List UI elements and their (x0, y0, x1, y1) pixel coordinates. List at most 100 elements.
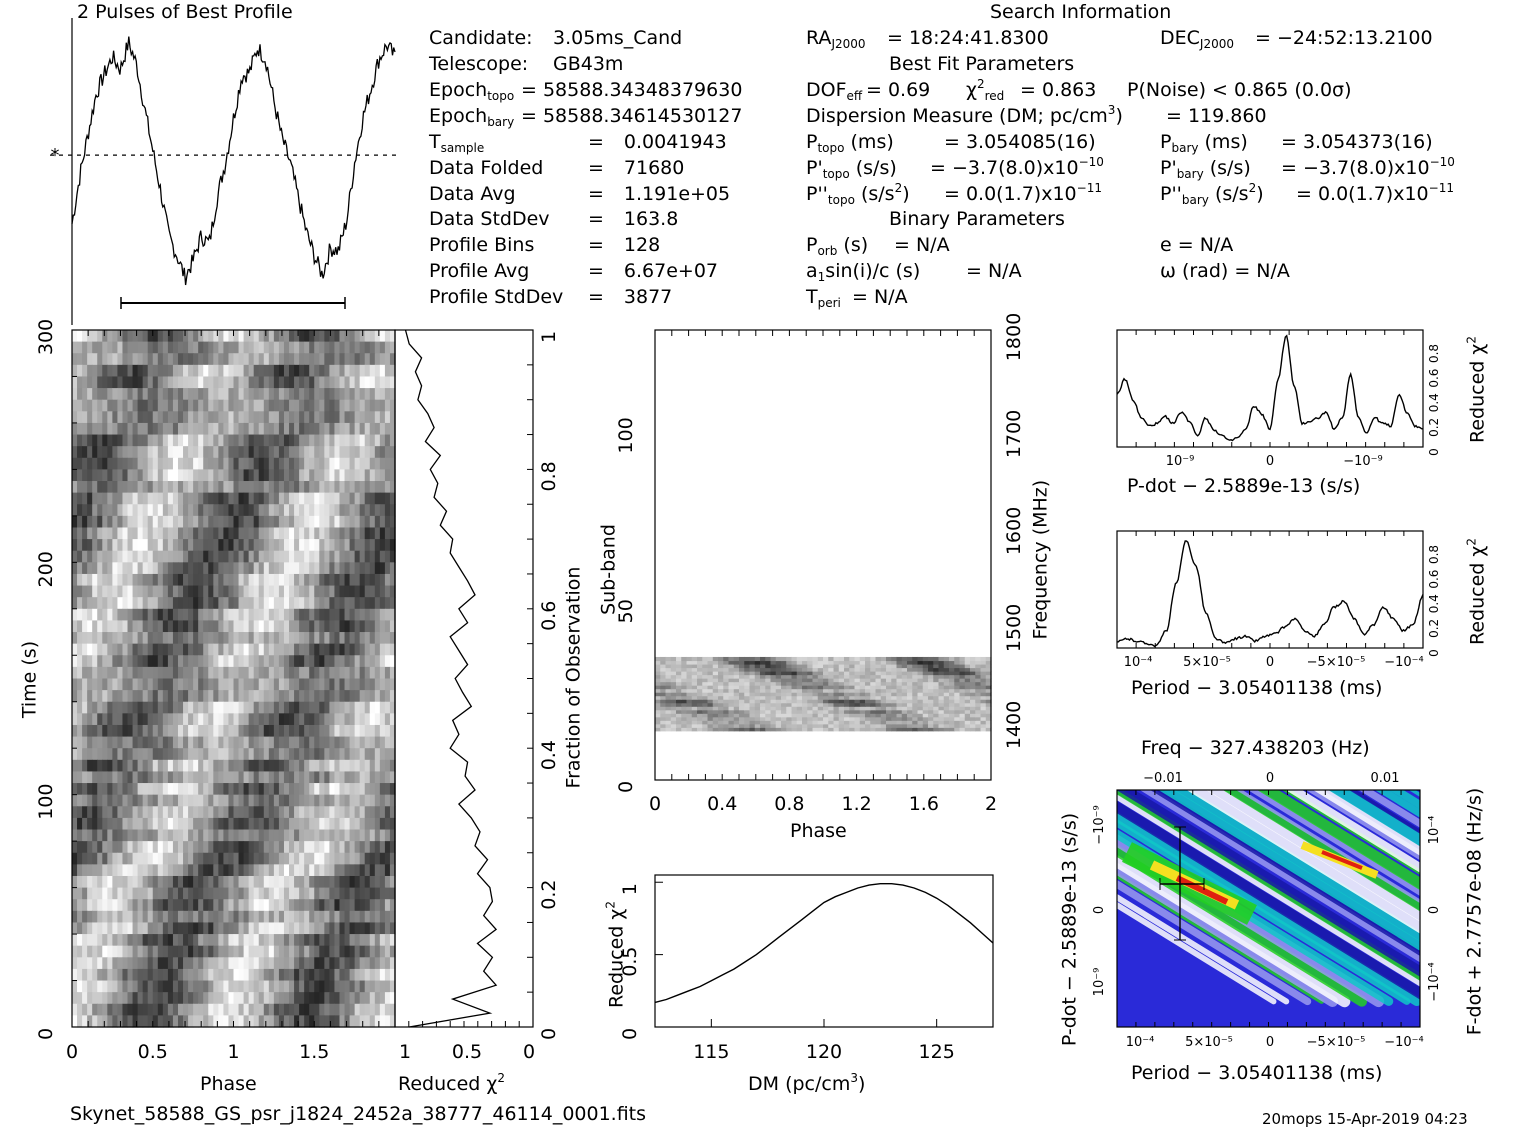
heat-cell (268, 736, 275, 749)
subband-cell (922, 716, 929, 721)
heat-cell (188, 922, 194, 935)
subband-cell (970, 685, 976, 690)
heat-cell (77, 922, 83, 935)
heat-cell (188, 724, 194, 738)
subband-cell (912, 709, 919, 714)
heat-cell (319, 899, 325, 912)
heat-cell (147, 330, 154, 343)
subband-cell (917, 695, 924, 700)
heat-cell (112, 492, 119, 505)
heat-cell (142, 829, 149, 842)
heat-cell (107, 934, 113, 947)
heat-cell (354, 910, 361, 924)
heat-cell (349, 632, 356, 645)
subband-cell (660, 720, 667, 725)
heat-cell (263, 469, 270, 482)
heat-cell (289, 957, 295, 970)
subband-cell (959, 716, 966, 721)
heat-cell (344, 608, 351, 622)
subband-cell (791, 678, 798, 683)
heat-cell (334, 515, 341, 529)
subband-cell (791, 716, 798, 721)
heat-cell (309, 457, 315, 470)
heat-cell (188, 852, 194, 865)
subband-cell (791, 685, 798, 690)
heat-cell (329, 655, 336, 668)
heat-cell (218, 539, 225, 552)
heat-cell (107, 655, 113, 668)
pbary-value: = 3.054373(16) (1281, 131, 1433, 153)
heat-cell (132, 469, 139, 482)
heat-cell (203, 701, 209, 714)
heat-cell (147, 550, 154, 563)
heat-cell (228, 806, 235, 819)
heat-cell (147, 1003, 154, 1016)
heat-cell (273, 771, 280, 784)
heat-cell (248, 608, 255, 622)
heat-cell (329, 364, 336, 378)
heat-cell (324, 434, 330, 447)
subband-cell (660, 688, 667, 693)
heat-cell (188, 341, 194, 354)
heat-cell (218, 353, 225, 366)
heat-cell (127, 713, 134, 726)
heat-cell (309, 481, 315, 494)
subband-cell (712, 688, 719, 693)
heat-cell (157, 934, 164, 947)
subband-cell (739, 727, 745, 732)
subband-cell (770, 723, 777, 728)
heat-cell (72, 608, 78, 622)
heat-cell (359, 736, 366, 749)
heat-cell (233, 748, 240, 761)
heat-cell (339, 992, 346, 1005)
heat-cell (364, 980, 371, 993)
heat-cell (198, 980, 204, 993)
heat-cell (193, 446, 199, 459)
heat-cell (157, 341, 164, 354)
heat-cell (87, 457, 93, 470)
heat-cell (198, 666, 204, 680)
subband-cell (739, 681, 745, 686)
time-phase-y-tick: 0 (35, 1028, 57, 1040)
subband-cell (681, 692, 688, 697)
subband-cell (723, 702, 730, 707)
subband-cell (964, 685, 971, 690)
heat-cell (248, 980, 255, 993)
heat-cell (102, 910, 108, 924)
heat-cell (319, 585, 325, 598)
heat-cell (142, 608, 149, 622)
heat-cell (238, 492, 245, 505)
heat-cell (233, 434, 240, 447)
heat-cell (228, 1015, 235, 1028)
heat-cell (314, 957, 320, 970)
heat-cell (137, 852, 144, 865)
heat-cell (213, 562, 219, 575)
subband-cell (828, 723, 835, 728)
subband-cell (880, 727, 887, 732)
heat-cell (97, 783, 103, 796)
subband-cell (749, 678, 756, 683)
heat-cell (263, 794, 270, 807)
subband-cell (770, 692, 777, 697)
heat-cell (218, 562, 225, 575)
heat-cell (218, 783, 225, 796)
heat-cell (369, 771, 376, 784)
heat-cell (172, 562, 179, 575)
subband-cell (854, 727, 861, 732)
heat-cell (198, 562, 204, 575)
subband-cell (844, 688, 850, 693)
heat-cell (334, 434, 341, 447)
heat-cell (157, 422, 164, 436)
heat-cell (278, 585, 285, 598)
subband-cell (728, 674, 735, 679)
subband-cell (775, 695, 782, 700)
subband-cell (980, 709, 987, 714)
heat-cell (349, 910, 356, 924)
heat-cell (334, 527, 341, 540)
heat-cell (324, 527, 330, 540)
heat-cell (278, 481, 285, 494)
heat-cell (112, 388, 119, 401)
heat-cell (188, 968, 194, 982)
heat-cell (167, 910, 174, 924)
heat-cell (304, 783, 310, 796)
